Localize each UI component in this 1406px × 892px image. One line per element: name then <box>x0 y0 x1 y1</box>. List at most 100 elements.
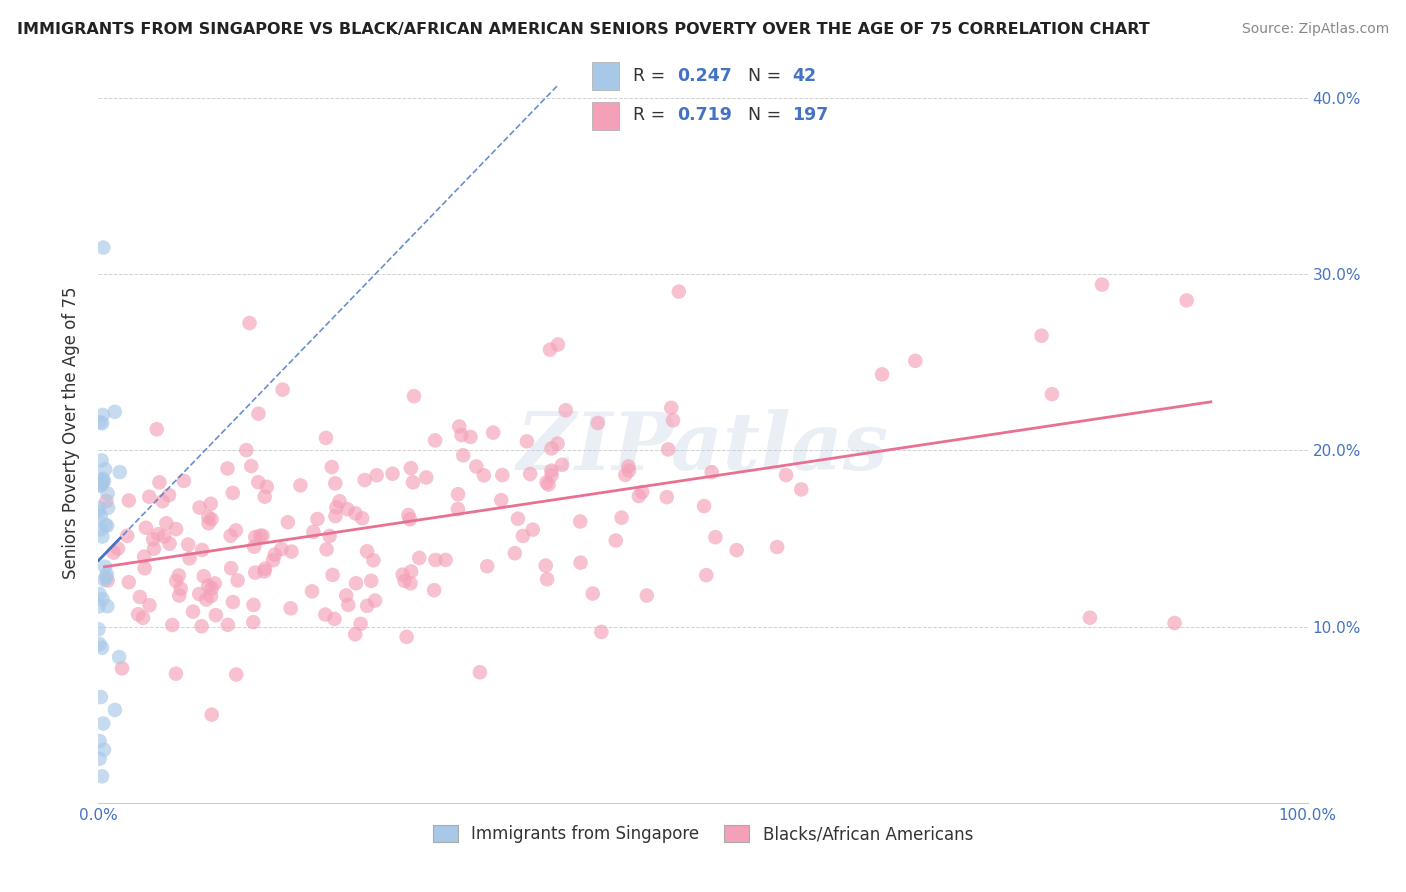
Point <box>179 551 201 566</box>
Point <box>425 553 447 567</box>
Point <box>219 561 242 575</box>
Point <box>325 500 347 515</box>
Point <box>222 486 245 500</box>
Point <box>91 769 114 783</box>
Point <box>290 478 312 492</box>
Point <box>204 576 226 591</box>
Point <box>138 490 160 504</box>
Point <box>159 536 181 550</box>
Point <box>142 533 165 547</box>
Point <box>450 428 472 442</box>
Point <box>225 667 247 681</box>
Point <box>134 549 156 564</box>
Point <box>693 499 716 513</box>
Text: N =: N = <box>748 67 787 85</box>
Point <box>323 476 346 491</box>
Point <box>554 403 576 417</box>
Point <box>197 516 219 531</box>
Point <box>271 383 294 397</box>
Point <box>91 408 114 422</box>
Point <box>725 543 748 558</box>
Point <box>610 510 633 524</box>
Point <box>668 285 690 299</box>
Point <box>146 527 169 541</box>
Point <box>188 500 211 515</box>
Point <box>191 543 214 558</box>
Point <box>200 497 222 511</box>
Text: IMMIGRANTS FROM SINGAPORE VS BLACK/AFRICAN AMERICAN SENIORS POVERTY OVER THE AGE: IMMIGRANTS FROM SINGAPORE VS BLACK/AFRIC… <box>17 22 1150 37</box>
Point <box>96 518 118 533</box>
Point <box>547 337 569 351</box>
Point <box>89 587 111 601</box>
Point <box>115 529 138 543</box>
Point <box>157 488 180 502</box>
Point <box>96 494 118 508</box>
Point <box>177 537 200 551</box>
Point <box>96 599 118 614</box>
Point <box>399 461 422 475</box>
Point <box>238 316 260 330</box>
Point <box>586 416 609 430</box>
Point <box>254 561 277 575</box>
Point <box>135 521 157 535</box>
Point <box>93 474 115 488</box>
Point <box>152 494 174 508</box>
Point <box>447 487 470 501</box>
Point <box>242 615 264 629</box>
Point <box>318 529 340 543</box>
Point <box>134 561 156 575</box>
Point <box>89 752 111 766</box>
Point <box>127 607 149 622</box>
Point <box>97 500 120 515</box>
Point <box>349 616 371 631</box>
Point <box>270 542 292 557</box>
Point <box>540 464 562 478</box>
Point <box>262 553 284 567</box>
Point <box>482 425 505 440</box>
Point <box>1163 615 1185 630</box>
Point <box>111 661 134 675</box>
Point <box>582 586 605 600</box>
Point <box>1078 610 1101 624</box>
Point <box>451 448 474 462</box>
Point <box>170 582 193 596</box>
Text: R =: R = <box>633 106 671 124</box>
Point <box>617 459 640 474</box>
Text: 42: 42 <box>792 67 815 85</box>
Point <box>540 468 562 483</box>
Point <box>90 453 112 467</box>
Point <box>356 544 378 558</box>
Point <box>104 405 127 419</box>
Point <box>381 467 404 481</box>
Point <box>335 589 357 603</box>
Point <box>225 524 247 538</box>
Point <box>91 472 114 486</box>
Point <box>143 541 166 556</box>
Point <box>391 567 413 582</box>
Point <box>551 458 574 472</box>
Point <box>489 493 512 508</box>
Point <box>537 477 560 491</box>
Point <box>93 573 115 587</box>
Point <box>138 599 160 613</box>
Point <box>353 473 375 487</box>
Point <box>302 524 325 539</box>
Point <box>1091 277 1114 292</box>
Point <box>249 529 271 543</box>
Point <box>263 548 285 562</box>
Point <box>280 601 302 615</box>
Point <box>636 589 658 603</box>
Point <box>1040 387 1063 401</box>
Point <box>201 707 224 722</box>
Point <box>118 493 141 508</box>
Point <box>904 354 927 368</box>
Point <box>153 530 176 544</box>
Point <box>519 467 541 481</box>
Point <box>90 508 112 523</box>
Point <box>465 459 488 474</box>
Point <box>314 607 336 622</box>
Point <box>700 465 723 479</box>
Point <box>91 416 114 430</box>
Point <box>503 546 526 560</box>
Point <box>165 574 187 588</box>
